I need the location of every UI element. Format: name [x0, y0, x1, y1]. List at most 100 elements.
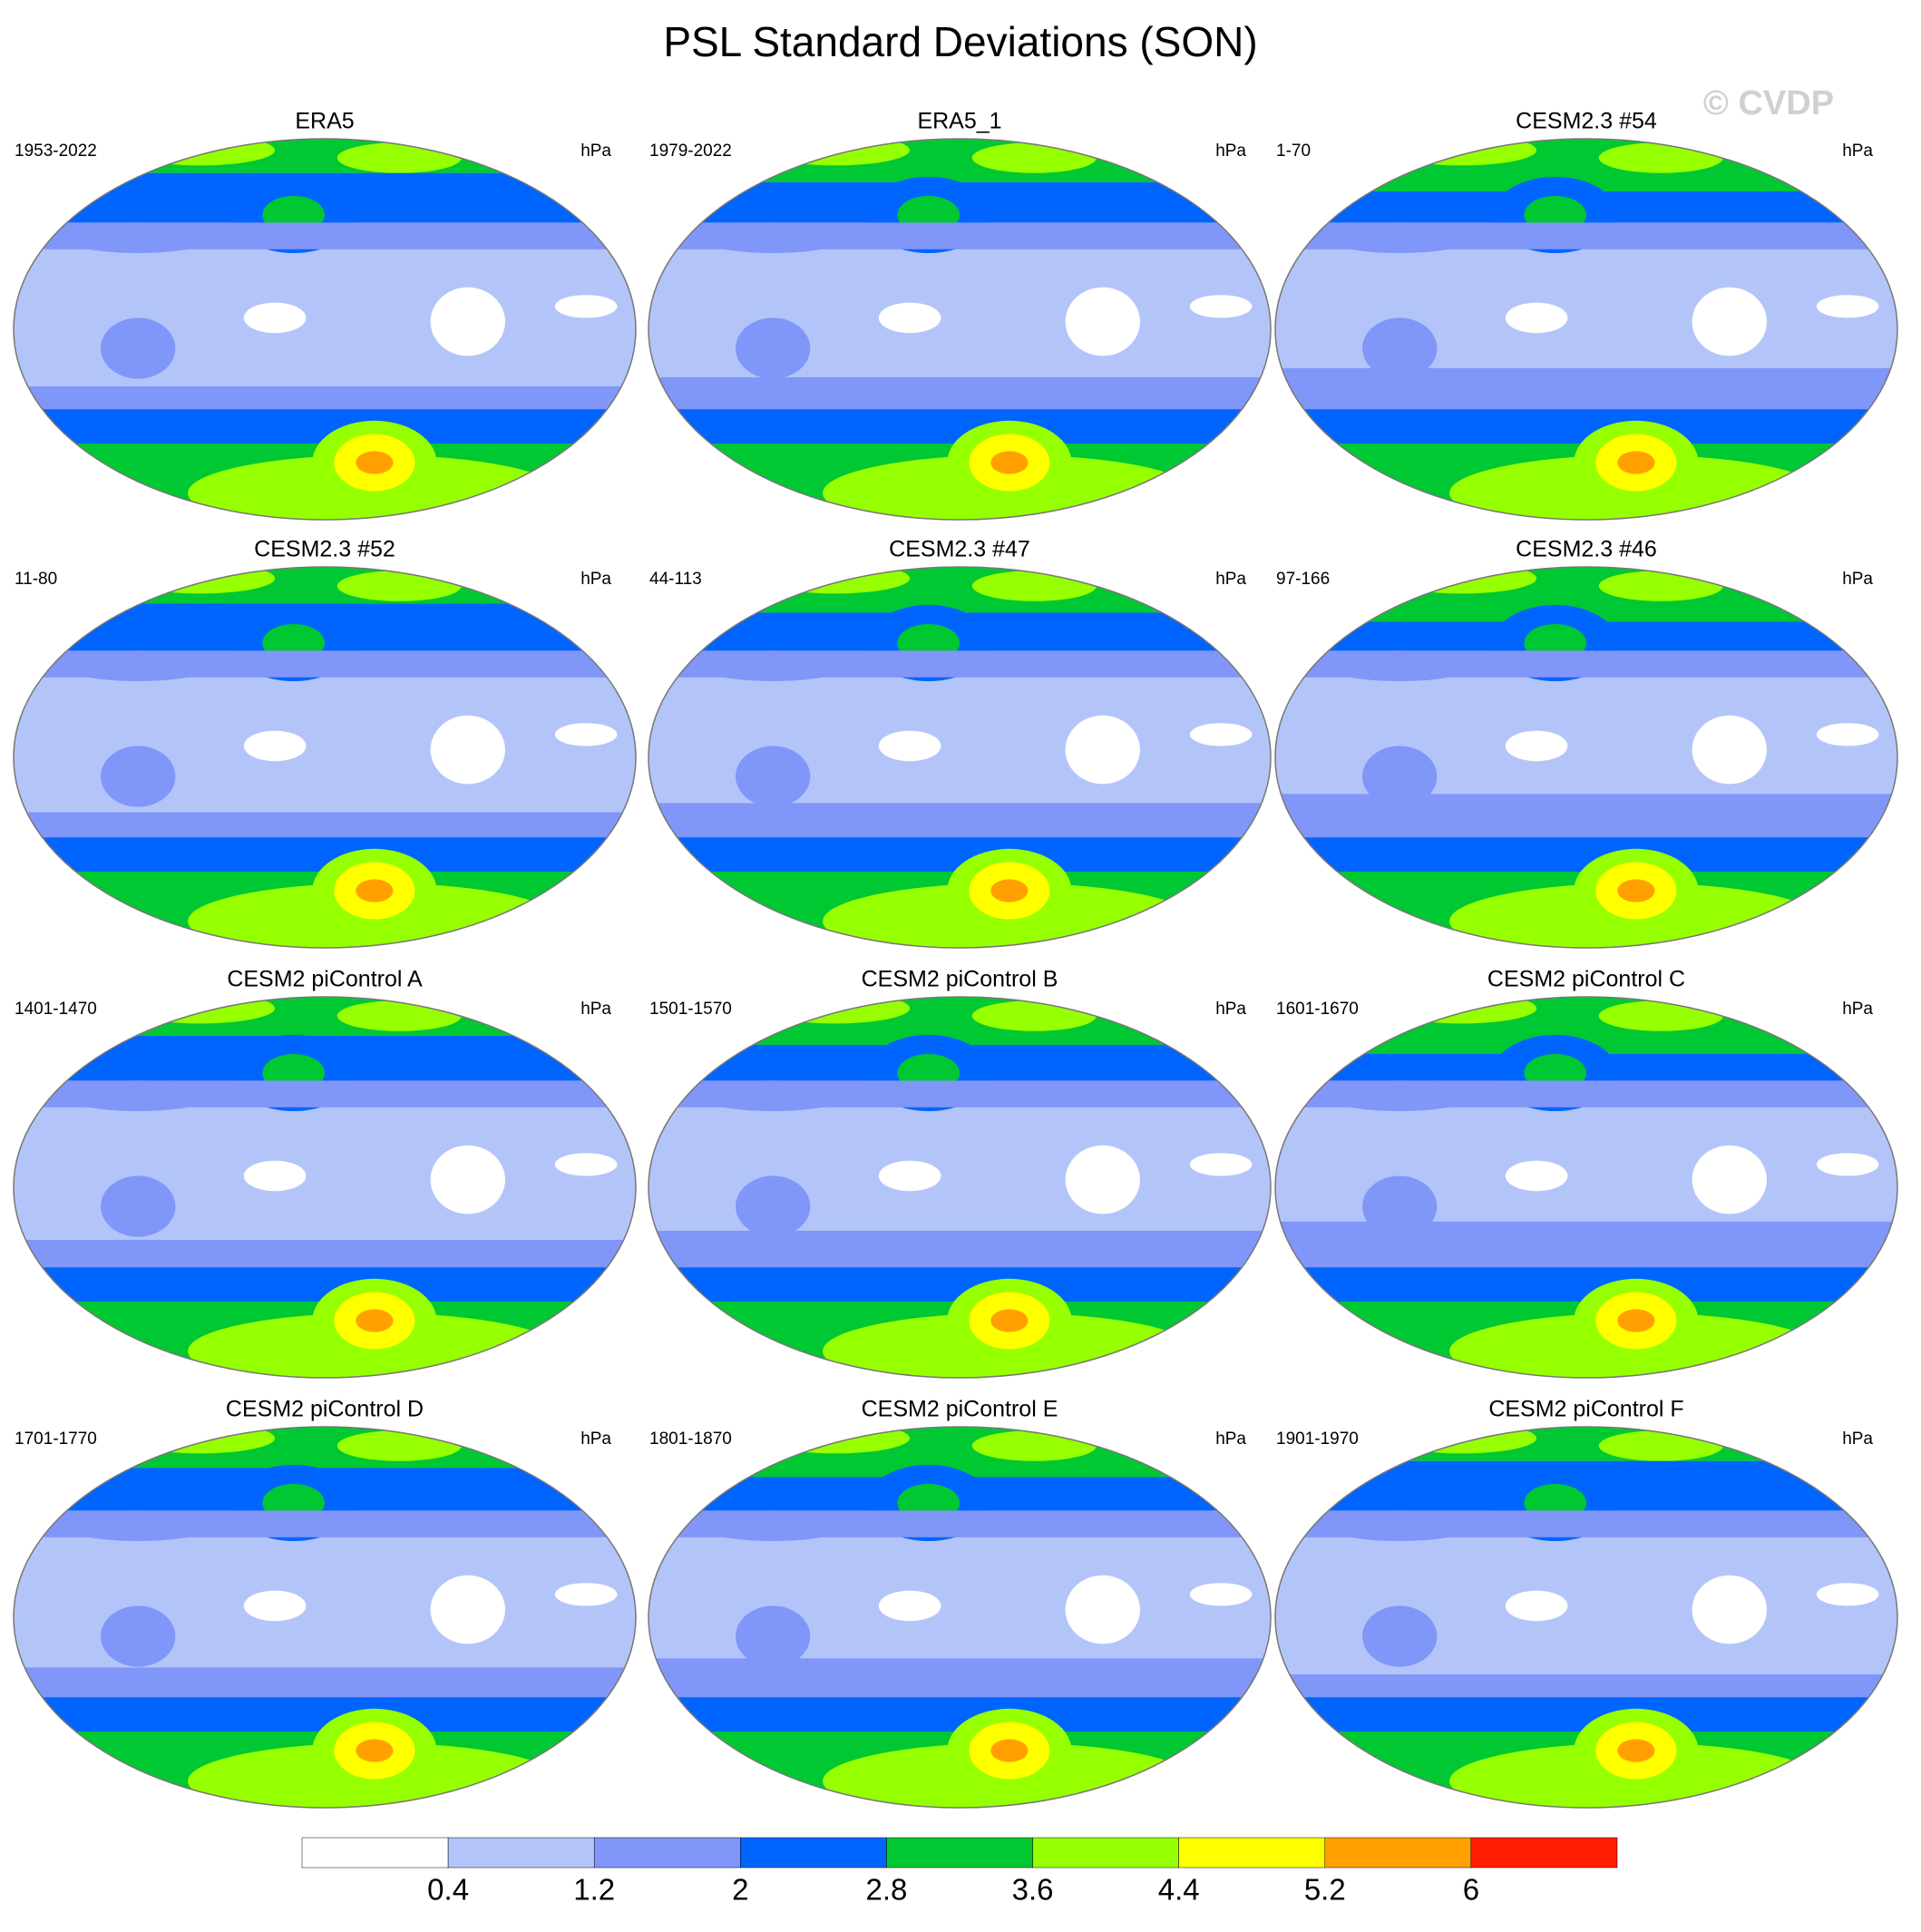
panel-units: hPa: [1215, 141, 1246, 161]
map-region: [1816, 1583, 1879, 1606]
colorbar-box: [1470, 1837, 1618, 1869]
map-region: [1816, 1153, 1879, 1176]
map-region: [971, 571, 1097, 601]
map-region: [554, 723, 618, 746]
map-region: [1816, 295, 1879, 318]
map-region: [101, 1176, 176, 1237]
map-region: [243, 730, 307, 762]
map-region: [990, 879, 1029, 903]
colorbar-box: [1032, 1837, 1179, 1869]
figure-title: PSL Standard Deviations (SON): [663, 18, 1257, 65]
map-frame: [648, 996, 1272, 1379]
panel-title: CESM2 piControl C: [1487, 967, 1685, 992]
map-band: [648, 1230, 1271, 1268]
map-frame: [13, 1426, 637, 1809]
map-frame: [1274, 1426, 1898, 1809]
map-region: [1598, 1430, 1723, 1461]
map-frame: [648, 566, 1272, 949]
panel-units: hPa: [1215, 570, 1246, 589]
map-band: [1275, 1674, 1897, 1698]
map-region: [1387, 139, 1537, 166]
panel-period: 1979-2022: [649, 141, 732, 161]
map-region: [1065, 1145, 1140, 1215]
panel-units: hPa: [1842, 1429, 1873, 1449]
colorbar-box: [740, 1837, 887, 1869]
map-region: [710, 872, 835, 903]
colorbar-label: 1.2: [573, 1873, 615, 1907]
map-region: [697, 1510, 848, 1541]
map-band: [1275, 1221, 1897, 1268]
panel-title: ERA5: [295, 109, 354, 134]
map-region: [125, 1427, 276, 1454]
map-region: [1337, 1732, 1462, 1762]
map-band: [14, 386, 636, 410]
map-region: [1505, 1160, 1568, 1192]
map-region: [697, 650, 848, 681]
map-region: [760, 1427, 911, 1454]
map-region: [971, 142, 1097, 173]
map-band: [648, 139, 1271, 182]
panel-period: 1601-1670: [1276, 1000, 1359, 1019]
panel-units: hPa: [580, 141, 611, 161]
panel-title: CESM2.3 #47: [889, 537, 1030, 562]
map-region: [1617, 879, 1655, 903]
map-band: [1275, 367, 1897, 410]
map-region: [990, 1309, 1029, 1332]
map-region: [63, 650, 213, 681]
map: [1275, 1427, 1897, 1808]
map: [14, 139, 636, 520]
map-region: [1617, 1309, 1655, 1332]
map-region: [430, 1575, 505, 1644]
map-band: [648, 376, 1271, 410]
map-region: [1362, 746, 1438, 807]
panel-title: CESM2.3 #46: [1516, 537, 1657, 562]
map-region: [1324, 222, 1475, 253]
panel-title: CESM2 piControl B: [862, 967, 1058, 992]
map-region: [430, 1145, 505, 1215]
map-region: [63, 1510, 213, 1541]
map-region: [243, 302, 307, 334]
colorbar-label: 0.4: [427, 1873, 469, 1907]
map-region: [1387, 567, 1537, 594]
panel-title: ERA5_1: [917, 109, 1001, 134]
map-band: [648, 567, 1271, 613]
map-region: [1617, 451, 1655, 474]
map-region: [1337, 872, 1462, 903]
map-band: [1275, 794, 1897, 838]
map-region: [1816, 723, 1879, 746]
watermark: © CVDP: [1703, 84, 1834, 122]
map: [648, 997, 1271, 1378]
map-region: [1065, 1575, 1140, 1644]
map-region: [1505, 302, 1568, 334]
map-region: [971, 1430, 1097, 1461]
panel-title: CESM2 piControl F: [1488, 1397, 1683, 1422]
map-region: [75, 444, 200, 474]
map: [648, 139, 1271, 520]
map-region: [125, 567, 276, 594]
panel-units: hPa: [580, 570, 611, 589]
colorbar-box: [1178, 1837, 1326, 1869]
map-region: [736, 1605, 811, 1667]
map: [648, 567, 1271, 948]
map-region: [554, 1583, 618, 1606]
panel-period: 1701-1770: [15, 1429, 97, 1449]
map-band: [14, 139, 636, 173]
map-region: [1065, 287, 1140, 356]
map-region: [1387, 997, 1537, 1024]
map: [1275, 139, 1897, 520]
colorbar-box: [593, 1837, 741, 1869]
panel-units: hPa: [1842, 141, 1873, 161]
map-band: [1275, 1427, 1897, 1461]
map-region: [1692, 287, 1767, 356]
map-frame: [648, 138, 1272, 521]
map-region: [1324, 650, 1475, 681]
map-region: [554, 295, 618, 318]
panel-period: 97-166: [1276, 570, 1330, 589]
map-region: [75, 1732, 200, 1762]
panel-period: 1501-1570: [649, 1000, 732, 1019]
map-region: [125, 139, 276, 166]
colorbar-box: [301, 1837, 449, 1869]
map-region: [1189, 1153, 1253, 1176]
map-region: [336, 142, 462, 173]
map: [14, 567, 636, 948]
